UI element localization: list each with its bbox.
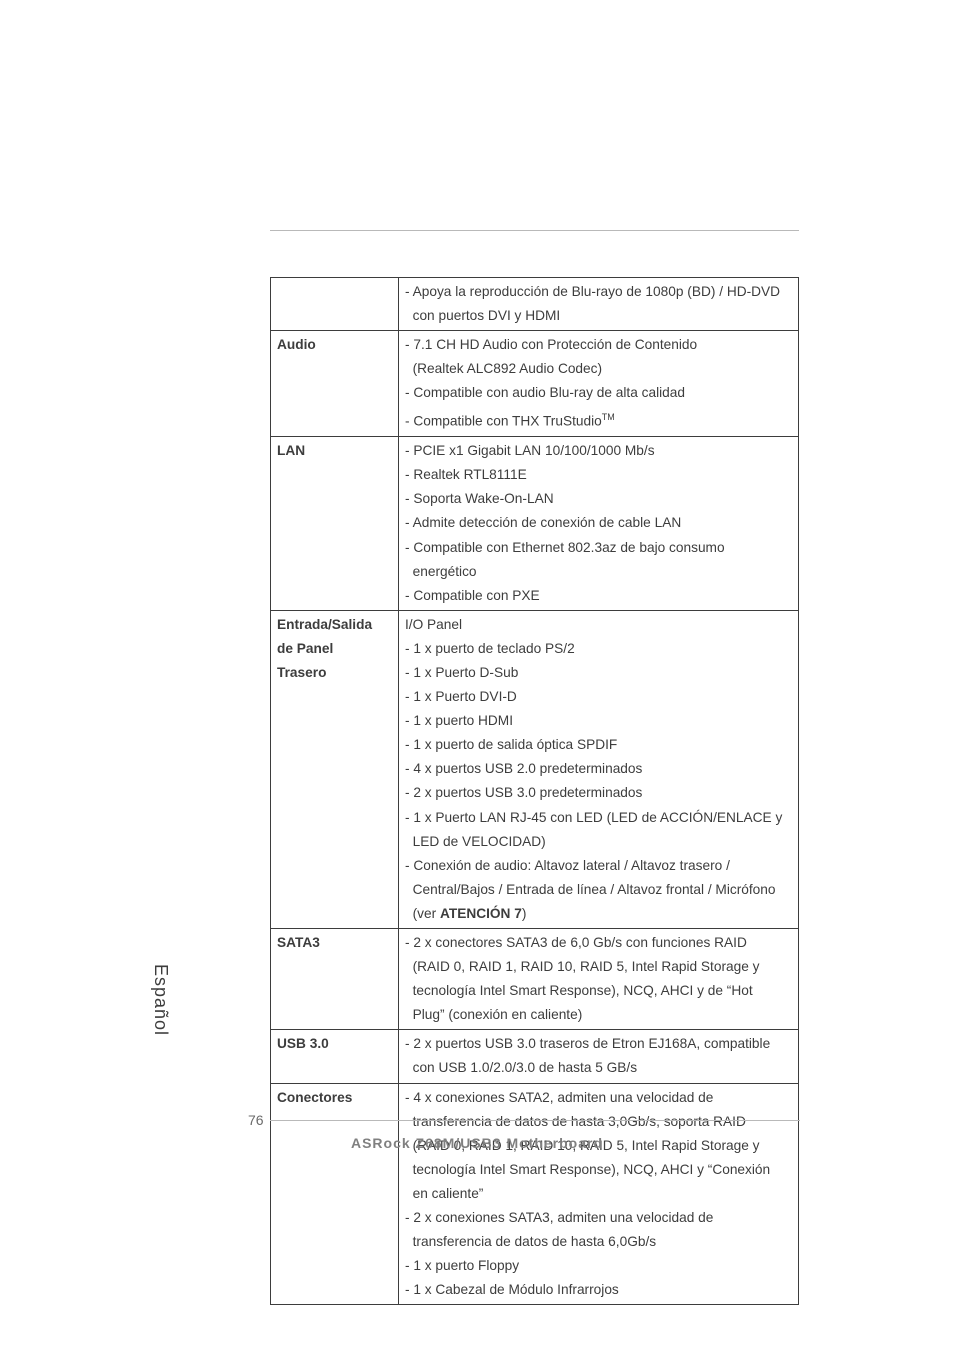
- row-content: I/O Panel- 1 x puerto de teclado PS/2- 1…: [399, 610, 799, 928]
- table-row: Audio- 7.1 CH HD Audio con Protección de…: [271, 331, 799, 437]
- footer-text: ASRock Z68M/USB3 Motherboard: [0, 1135, 954, 1151]
- row-content: - 2 x conectores SATA3 de 6,0 Gb/s con f…: [399, 929, 799, 1030]
- row-label: Conectores: [271, 1083, 399, 1305]
- row-content: - 7.1 CH HD Audio con Protección de Cont…: [399, 331, 799, 437]
- row-content: - PCIE x1 Gigabit LAN 10/100/1000 Mb/s- …: [399, 437, 799, 611]
- row-label: [271, 278, 399, 331]
- row-label: USB 3.0: [271, 1030, 399, 1083]
- page: - Apoya la reproducción de Blu-rayo de 1…: [0, 0, 954, 1350]
- table-row: Entrada/Salidade PanelTraseroI/O Panel- …: [271, 610, 799, 928]
- table-row: SATA3- 2 x conectores SATA3 de 6,0 Gb/s …: [271, 929, 799, 1030]
- row-label: Audio: [271, 331, 399, 437]
- row-content: - Apoya la reproducción de Blu-rayo de 1…: [399, 278, 799, 331]
- table-row: LAN- PCIE x1 Gigabit LAN 10/100/1000 Mb/…: [271, 437, 799, 611]
- page-number: 76: [248, 1112, 264, 1128]
- row-content: - 4 x conexiones SATA2, admiten una velo…: [399, 1083, 799, 1305]
- top-rule: [270, 230, 799, 231]
- row-label: LAN: [271, 437, 399, 611]
- spec-table: - Apoya la reproducción de Blu-rayo de 1…: [270, 277, 799, 1305]
- row-content: - 2 x puertos USB 3.0 traseros de Etron …: [399, 1030, 799, 1083]
- table-row: USB 3.0- 2 x puertos USB 3.0 traseros de…: [271, 1030, 799, 1083]
- row-label: Entrada/Salidade PanelTrasero: [271, 610, 399, 928]
- page-number-rule: [270, 1120, 800, 1121]
- table-row: Conectores- 4 x conexiones SATA2, admite…: [271, 1083, 799, 1305]
- side-language-label: Español: [150, 964, 171, 1036]
- table-row: - Apoya la reproducción de Blu-rayo de 1…: [271, 278, 799, 331]
- row-label: SATA3: [271, 929, 399, 1030]
